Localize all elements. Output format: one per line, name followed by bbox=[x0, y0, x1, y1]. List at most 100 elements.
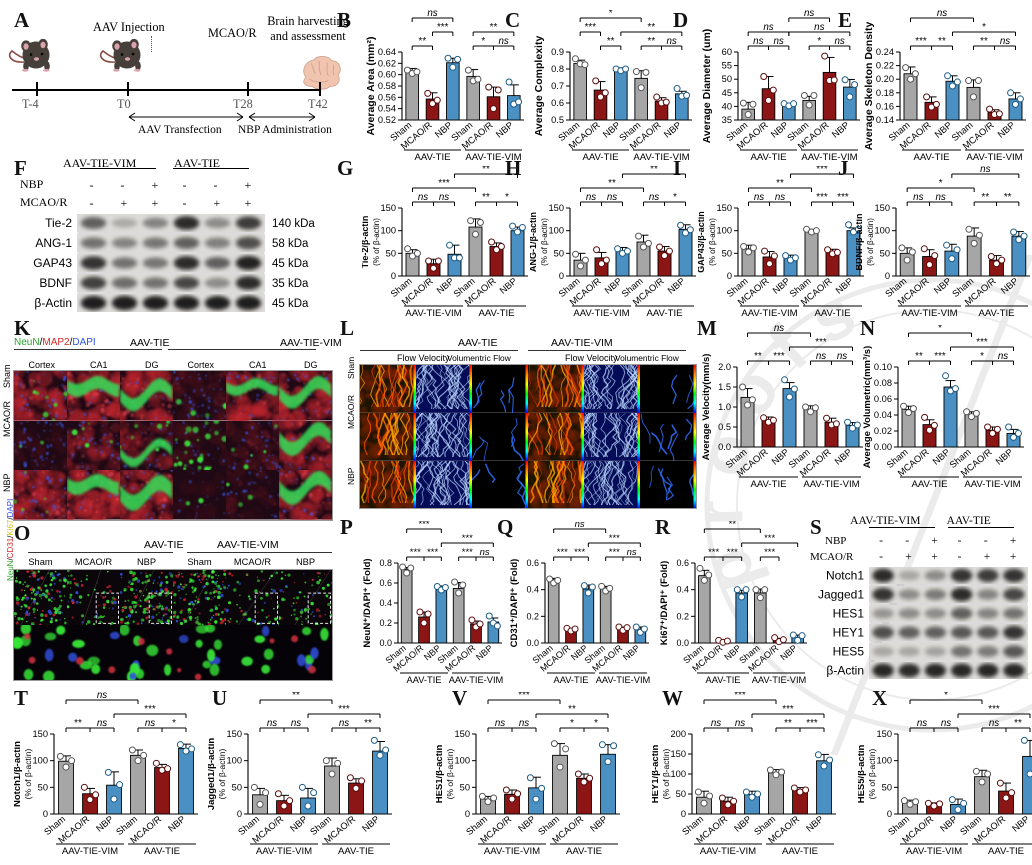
svg-text:0.2: 0.2 bbox=[526, 611, 539, 621]
svg-text:AAV-TIE-VIM: AAV-TIE-VIM bbox=[449, 675, 504, 685]
svg-text:*: * bbox=[609, 10, 613, 19]
svg-text:0.4: 0.4 bbox=[379, 598, 392, 608]
svg-text:**: ** bbox=[607, 36, 615, 47]
svg-text:HES5: HES5 bbox=[833, 645, 865, 659]
svg-text:CD31⁺/DAPI⁺ (Fold): CD31⁺/DAPI⁺ (Fold) bbox=[509, 559, 520, 648]
svg-text:AAV-TIE-VIM: AAV-TIE-VIM bbox=[741, 308, 797, 319]
svg-text:ns: ns bbox=[711, 718, 721, 729]
svg-text:*: * bbox=[673, 192, 677, 203]
svg-text:0.64: 0.64 bbox=[378, 47, 396, 57]
svg-text:***: *** bbox=[427, 547, 438, 558]
svg-text:50: 50 bbox=[722, 248, 732, 258]
svg-text:1.0: 1.0 bbox=[718, 402, 731, 412]
svg-text:40: 40 bbox=[722, 101, 732, 111]
svg-text:(% of β-actin): (% of β-actin) bbox=[866, 218, 875, 266]
svg-text:NBP: NBP bbox=[938, 814, 959, 834]
svg-text:AAV-TIE: AAV-TIE bbox=[414, 152, 450, 163]
svg-text:Tie-2/β-actin: Tie-2/β-actin bbox=[362, 216, 370, 269]
svg-text:0.04: 0.04 bbox=[874, 410, 892, 420]
svg-text:0: 0 bbox=[887, 809, 892, 819]
svg-text:0.0: 0.0 bbox=[526, 638, 539, 648]
svg-text:HEY1/β-actin: HEY1/β-actin bbox=[652, 745, 661, 804]
svg-text:0.22: 0.22 bbox=[876, 61, 894, 71]
svg-text:**: ** bbox=[490, 22, 498, 33]
svg-text:ns: ns bbox=[519, 718, 529, 729]
svg-text:β-Actin: β-Actin bbox=[826, 664, 864, 678]
svg-text:ns: ns bbox=[498, 36, 508, 47]
svg-text:50: 50 bbox=[676, 789, 686, 799]
svg-text:50: 50 bbox=[38, 782, 48, 792]
svg-text:100: 100 bbox=[32, 756, 48, 766]
svg-text:**: ** bbox=[915, 351, 923, 362]
svg-text:ns: ns bbox=[763, 22, 773, 33]
svg-text:45: 45 bbox=[722, 88, 732, 98]
svg-text:50: 50 bbox=[386, 248, 396, 258]
svg-text:Tie-2: Tie-2 bbox=[45, 216, 72, 230]
svg-text:BDNF: BDNF bbox=[39, 276, 72, 290]
svg-text:0.10: 0.10 bbox=[874, 362, 892, 372]
svg-text:0.8: 0.8 bbox=[551, 64, 564, 74]
svg-text:HES5/β-actin: HES5/β-actin bbox=[858, 745, 867, 804]
svg-text:0: 0 bbox=[237, 809, 242, 819]
svg-text:ns: ns bbox=[291, 718, 301, 729]
svg-text:0.54: 0.54 bbox=[378, 104, 396, 114]
svg-text:Average Area (mm²): Average Area (mm²) bbox=[365, 36, 377, 135]
svg-text:100: 100 bbox=[380, 226, 396, 236]
svg-text:ns: ns bbox=[816, 351, 826, 362]
svg-text:*: * bbox=[938, 325, 942, 334]
svg-text:**: ** bbox=[568, 704, 576, 715]
svg-text:AAV-TIE: AAV-TIE bbox=[782, 846, 818, 857]
svg-text:0.0: 0.0 bbox=[676, 638, 689, 648]
svg-text:AAV-TIE-VIM: AAV-TIE-VIM bbox=[901, 308, 957, 319]
svg-text:***: *** bbox=[816, 166, 828, 175]
svg-text:ns: ns bbox=[627, 547, 637, 558]
svg-text:***: *** bbox=[764, 547, 775, 558]
svg-text:HES1: HES1 bbox=[833, 607, 865, 621]
svg-text:0: 0 bbox=[465, 809, 470, 819]
svg-text:50: 50 bbox=[554, 248, 564, 258]
svg-text:0.20: 0.20 bbox=[876, 74, 894, 84]
svg-text:HES1/β-actin: HES1/β-actin bbox=[436, 745, 445, 804]
svg-text:**: ** bbox=[650, 166, 658, 175]
svg-text:***: *** bbox=[609, 547, 620, 558]
svg-text:0.8: 0.8 bbox=[379, 558, 392, 568]
svg-text:0.6: 0.6 bbox=[676, 558, 689, 568]
svg-text:NBP: NBP bbox=[996, 120, 1017, 140]
svg-text:ANG-1/β-actin: ANG-1/β-actin bbox=[530, 212, 538, 272]
svg-text:ns: ns bbox=[834, 36, 844, 47]
svg-text:0.18: 0.18 bbox=[876, 88, 894, 98]
svg-text:NBP: NBP bbox=[834, 276, 855, 296]
svg-text:***: *** bbox=[815, 337, 827, 348]
svg-text:50: 50 bbox=[882, 782, 892, 792]
svg-text:**: ** bbox=[292, 692, 300, 701]
svg-text:AAV-TIE-VIM: AAV-TIE-VIM bbox=[256, 846, 312, 857]
svg-text:*: * bbox=[481, 36, 485, 47]
svg-text:0.00: 0.00 bbox=[874, 442, 892, 452]
svg-text:0.5: 0.5 bbox=[718, 422, 731, 432]
svg-text:ns: ns bbox=[913, 192, 923, 203]
svg-text:ns: ns bbox=[754, 192, 764, 203]
svg-text:ns: ns bbox=[418, 192, 428, 203]
svg-text:150: 150 bbox=[670, 749, 686, 759]
svg-text:NBP: NBP bbox=[621, 643, 642, 663]
svg-text:0.2: 0.2 bbox=[676, 611, 689, 621]
svg-text:0.60: 0.60 bbox=[378, 70, 396, 80]
svg-text:60: 60 bbox=[722, 47, 732, 57]
svg-text:0.58: 0.58 bbox=[378, 81, 396, 91]
svg-text:0.56: 0.56 bbox=[378, 92, 396, 102]
svg-text:***: *** bbox=[708, 547, 719, 558]
svg-text:ns: ns bbox=[427, 10, 437, 19]
svg-text:AAV-TIE: AAV-TIE bbox=[338, 846, 374, 857]
svg-text:100: 100 bbox=[226, 756, 242, 766]
svg-text:***: *** bbox=[518, 692, 530, 701]
svg-text:ns: ns bbox=[439, 192, 449, 203]
svg-text:***: *** bbox=[988, 704, 1000, 715]
svg-text:45 kDa: 45 kDa bbox=[272, 258, 309, 270]
svg-text:0: 0 bbox=[559, 271, 564, 281]
svg-text:NBP: NBP bbox=[732, 814, 753, 834]
svg-text:0.0: 0.0 bbox=[379, 638, 392, 648]
svg-text:**: ** bbox=[776, 178, 784, 189]
svg-text:**: ** bbox=[754, 351, 762, 362]
svg-text:0.4: 0.4 bbox=[526, 585, 539, 595]
svg-text:0.62: 0.62 bbox=[378, 58, 396, 68]
